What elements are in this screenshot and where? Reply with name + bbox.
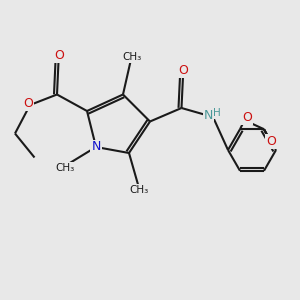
Text: CH₃: CH₃ bbox=[55, 163, 74, 173]
Text: CH₃: CH₃ bbox=[122, 52, 142, 62]
Text: O: O bbox=[242, 111, 252, 124]
Text: O: O bbox=[24, 97, 33, 110]
Text: H: H bbox=[213, 108, 220, 118]
Text: CH₃: CH₃ bbox=[130, 185, 149, 195]
Text: N: N bbox=[91, 140, 101, 154]
Text: O: O bbox=[266, 135, 276, 148]
Text: N: N bbox=[204, 109, 213, 122]
Text: O: O bbox=[179, 64, 188, 77]
Text: O: O bbox=[54, 49, 64, 62]
